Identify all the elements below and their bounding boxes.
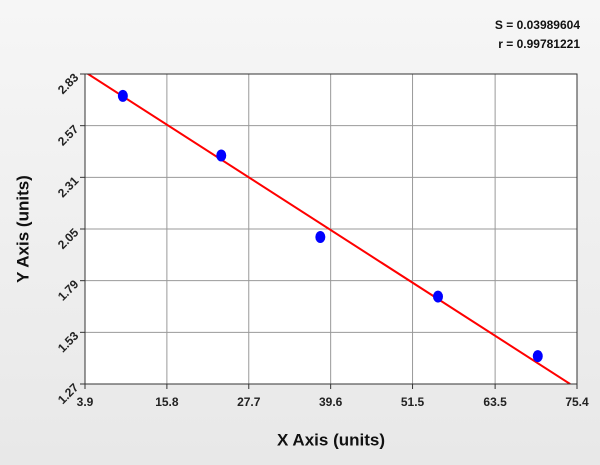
x-axis-title: X Axis (units): [277, 430, 385, 449]
x-tick-label: 75.4: [565, 395, 589, 409]
x-tick-label: 39.6: [319, 395, 343, 409]
y-axis-title: Y Axis (units): [13, 175, 32, 283]
x-tick-label: 27.7: [237, 395, 261, 409]
data-point: [315, 230, 326, 243]
stat-r: r = 0.99781221: [498, 37, 580, 51]
data-point: [117, 89, 128, 102]
data: [86, 74, 571, 384]
fit-line: [86, 74, 571, 384]
data-point: [532, 350, 543, 363]
x-tick-label: 63.5: [483, 395, 507, 409]
x-tick-label: 3.9: [77, 395, 94, 409]
data-point: [216, 149, 227, 162]
data-point: [433, 290, 444, 303]
x-tick-label: 15.8: [155, 395, 179, 409]
x-tick-label: 51.5: [401, 395, 425, 409]
stat-s: S = 0.03989604: [495, 18, 580, 32]
